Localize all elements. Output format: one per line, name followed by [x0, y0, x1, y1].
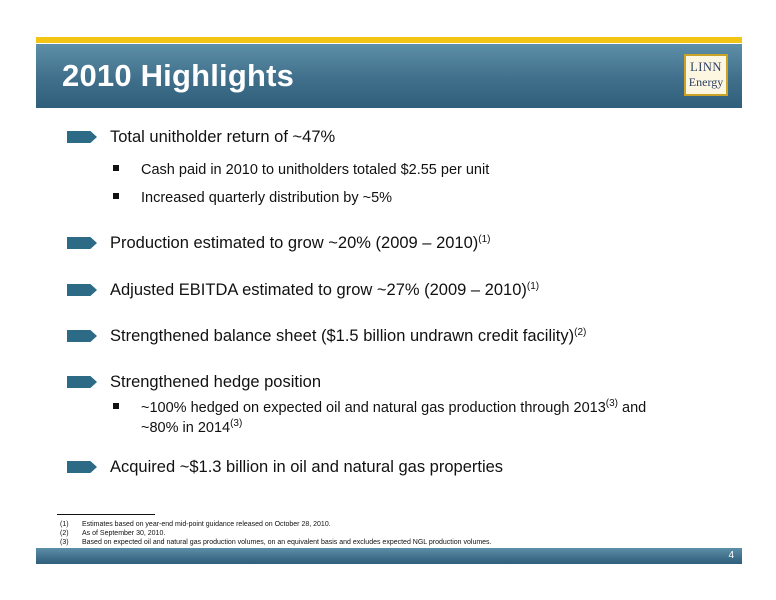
bullet-text: Strengthened balance sheet ($1.5 billion…	[110, 327, 586, 346]
footnote-number: (2)	[60, 530, 69, 537]
footnote-ref: (1)	[526, 281, 540, 292]
square-bullet-icon	[113, 403, 119, 409]
sub-line2: ~80% in 2014	[141, 420, 231, 436]
bullet-main-text: Strengthened balance sheet ($1.5 billion…	[110, 327, 575, 345]
footnote-ref: (1)	[478, 234, 491, 245]
bullet-main-text: Adjusted EBITDA estimated to grow ~27% (…	[110, 281, 527, 299]
footnote-ref: (2)	[574, 327, 587, 338]
top-accent-bar	[36, 37, 742, 43]
square-bullet-icon	[113, 193, 119, 199]
arrow-bullet-icon	[67, 376, 97, 388]
header-banner: 2010 Highlights LINN Energy	[36, 44, 742, 108]
bullet-text: Strengthened hedge position	[110, 373, 322, 391]
sub-line1-tail: and	[618, 400, 647, 416]
footnote-ref: (3)	[605, 398, 618, 409]
bullet-text: Total unitholder return of ~47%	[110, 128, 336, 146]
footnote-text: Based on expected oil and natural gas pr…	[82, 539, 492, 546]
logo-line2: Energy	[688, 75, 724, 90]
footer-bar: 4	[36, 548, 742, 564]
footnote-number: (3)	[60, 539, 69, 546]
footnote-text: Estimates based on year-end mid-point gu…	[82, 521, 331, 528]
sub-line1: ~100% hedged on expected oil and natural…	[141, 400, 606, 416]
arrow-bullet-icon	[67, 237, 97, 249]
page-title: 2010 Highlights	[62, 58, 295, 93]
sub-bullet-text: Cash paid in 2010 to unitholders totaled…	[141, 162, 490, 178]
footnote-divider	[57, 514, 155, 515]
bullet-text: Production estimated to grow ~20% (2009 …	[110, 234, 491, 253]
square-bullet-icon	[113, 165, 119, 171]
arrow-bullet-icon	[67, 461, 97, 473]
footnote-ref: (3)	[230, 418, 243, 429]
bullet-main-text: Production estimated to grow ~20% (2009 …	[110, 234, 479, 252]
linn-energy-logo: LINN Energy	[684, 54, 728, 96]
arrow-bullet-icon	[67, 330, 97, 342]
page-number: 4	[728, 550, 734, 561]
bullet-text: Acquired ~$1.3 billion in oil and natura…	[110, 458, 504, 476]
arrow-bullet-icon	[67, 131, 97, 143]
footnote-text: As of September 30, 2010.	[82, 530, 166, 537]
bullet-text: Adjusted EBITDA estimated to grow ~27% (…	[110, 281, 539, 300]
footnote-number: (1)	[60, 521, 69, 528]
logo-line1: LINN	[690, 60, 722, 74]
arrow-bullet-icon	[67, 284, 97, 296]
sub-bullet-text: ~100% hedged on expected oil and natural…	[141, 398, 646, 438]
sub-bullet-text: Increased quarterly distribution by ~5%	[141, 190, 393, 206]
